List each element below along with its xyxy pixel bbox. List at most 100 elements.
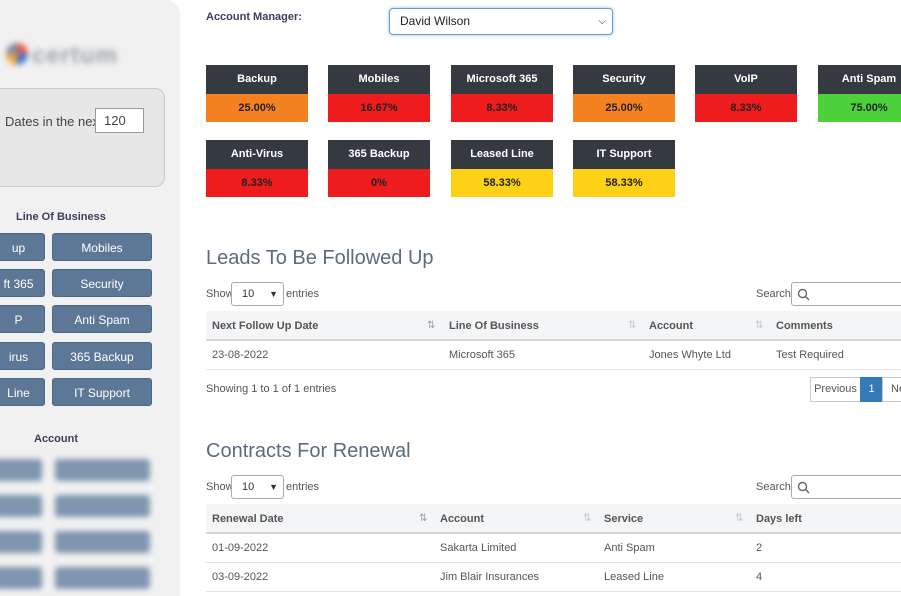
search-icon	[797, 481, 810, 494]
tile-title: Backup	[206, 65, 308, 94]
col-renewal-date[interactable]: Renewal Date	[212, 513, 284, 525]
tile-title: VoIP	[695, 65, 797, 94]
tile-title: IT Support	[573, 140, 675, 169]
logo-mark-icon	[6, 43, 28, 65]
contracts-entries-label: entries	[286, 481, 320, 493]
cell-account: Jim Blair Insurances	[440, 571, 540, 583]
tile-percentage: 58.33%	[573, 169, 675, 197]
col-account[interactable]: Account	[440, 513, 484, 525]
lob-button-mobiles[interactable]: Mobiles	[52, 233, 152, 261]
leads-heading: Leads To Be Followed Up	[206, 247, 434, 269]
tile-title: Leased Line	[451, 140, 553, 169]
account-button[interactable]	[55, 495, 150, 517]
lob-button-security[interactable]: Security	[52, 269, 152, 297]
service-tile[interactable]: Mobiles 16.67%	[328, 65, 430, 122]
cell-line-of-business: Microsoft 365	[449, 349, 516, 361]
sort-icon[interactable]: ⇅	[583, 513, 592, 524]
leads-show-label: Show	[206, 288, 234, 300]
account-button[interactable]	[0, 567, 42, 589]
contracts-length-value: 10	[242, 481, 255, 493]
tile-percentage: 25.00%	[206, 94, 308, 122]
service-tile[interactable]: 365 Backup 0%	[328, 140, 430, 197]
chevron-down-icon: ⌵	[598, 16, 606, 27]
cell-renewal-date: 01-09-2022	[212, 542, 269, 554]
tile-title: Microsoft 365	[451, 65, 553, 94]
account-button[interactable]	[0, 531, 42, 553]
col-line-of-business[interactable]: Line Of Business	[449, 320, 539, 332]
lob-button-it-support[interactable]: IT Support	[52, 378, 152, 406]
tile-percentage: 8.33%	[451, 94, 553, 122]
cell-service: Leased Line	[604, 571, 664, 583]
search-icon	[797, 288, 810, 301]
contracts-heading: Contracts For Renewal	[206, 440, 411, 462]
cell-account: Sakarta Limited	[440, 542, 517, 554]
service-tile[interactable]: Security 25.00%	[573, 65, 675, 122]
service-tile[interactable]: Anti Spam 75.00%	[818, 65, 901, 122]
col-service[interactable]: Service	[604, 513, 644, 525]
lob-button-backup[interactable]: up	[0, 233, 45, 261]
tile-title: 365 Backup	[328, 140, 430, 169]
tile-percentage: 58.33%	[451, 169, 553, 197]
account-button[interactable]	[0, 459, 42, 481]
table-row[interactable]: 01-09-2022 Sakarta Limited Anti Spam 2	[206, 534, 901, 563]
contracts-length-select[interactable]: 10 ▼	[231, 475, 284, 499]
account-manager-label: Account Manager:	[206, 11, 302, 23]
col-next-follow-up-date[interactable]: Next Follow Up Date	[212, 320, 319, 332]
company-logo: certum	[4, 40, 119, 70]
lob-button-voip[interactable]: P	[0, 305, 45, 333]
account-button[interactable]	[55, 567, 150, 589]
cell-days-left: 4	[756, 571, 763, 583]
table-row[interactable]: 03-09-2022 Jim Blair Insurances Leased L…	[206, 563, 901, 592]
cell-account: Jones Whyte Ltd	[649, 349, 731, 361]
tile-percentage: 8.33%	[695, 94, 797, 122]
leads-search-label: Search:	[756, 288, 794, 300]
service-tile[interactable]: Microsoft 365 8.33%	[451, 65, 553, 122]
contracts-show-label: Show	[206, 481, 234, 493]
account-button[interactable]	[55, 531, 150, 553]
lob-button-microsoft-365[interactable]: ft 365	[0, 269, 45, 297]
lob-button-leased-line[interactable]: Line	[0, 378, 45, 406]
leads-length-select[interactable]: 10 ▼	[231, 282, 284, 306]
col-account[interactable]: Account	[649, 320, 693, 332]
leads-table-header: Next Follow Up Date ⇅ Line Of Business ⇅…	[206, 311, 901, 341]
lob-button-anti-spam[interactable]: Anti Spam	[52, 305, 152, 333]
logo-text: certum	[32, 42, 119, 69]
service-tile[interactable]: Backup 25.00%	[206, 65, 308, 122]
next-page-button[interactable]: Ne	[882, 377, 901, 402]
contracts-search-input[interactable]	[791, 475, 901, 499]
cell-days-left: 2	[756, 542, 763, 554]
sort-icon[interactable]: ⇅	[628, 320, 637, 331]
lob-title: Line Of Business	[16, 211, 106, 223]
sidebar: certum Dates in the next 120 Line Of Bus…	[0, 0, 180, 596]
sort-icon[interactable]: ⇅	[735, 513, 744, 524]
account-manager-select[interactable]: David Wilson ⌵	[389, 8, 613, 35]
chevron-down-icon: ▼	[269, 289, 278, 299]
page-1-button[interactable]: 1	[860, 377, 883, 402]
service-tile[interactable]: VoIP 8.33%	[695, 65, 797, 122]
dates-days-input[interactable]: 120	[95, 108, 144, 133]
service-tile[interactable]: IT Support 58.33%	[573, 140, 675, 197]
dates-label: Dates in the next	[5, 114, 103, 129]
account-button[interactable]	[55, 459, 150, 481]
leads-table-info: Showing 1 to 1 of 1 entries	[206, 383, 337, 395]
leads-search-input[interactable]	[791, 282, 901, 306]
col-comments[interactable]: Comments	[776, 320, 833, 332]
cell-comments: Test Required	[776, 349, 844, 361]
service-tile[interactable]: Leased Line 58.33%	[451, 140, 553, 197]
table-row[interactable]: 23-08-2022 Microsoft 365 Jones Whyte Ltd…	[206, 341, 901, 370]
col-days-left[interactable]: Days left	[756, 513, 802, 525]
previous-page-button[interactable]: Previous	[810, 377, 861, 402]
account-title: Account	[34, 433, 78, 445]
tile-title: Mobiles	[328, 65, 430, 94]
service-tile[interactable]: Anti-Virus 8.33%	[206, 140, 308, 197]
account-button[interactable]	[0, 495, 42, 517]
sort-asc-icon[interactable]: ⇅	[419, 513, 428, 524]
sort-asc-icon[interactable]: ⇅	[427, 320, 436, 331]
dates-filter-panel: Dates in the next 120	[0, 88, 165, 187]
tile-percentage: 25.00%	[573, 94, 675, 122]
lob-button-anti-virus[interactable]: irus	[0, 342, 45, 370]
tile-percentage: 75.00%	[818, 94, 901, 122]
lob-button-365-backup[interactable]: 365 Backup	[52, 342, 152, 370]
sort-icon[interactable]: ⇅	[755, 320, 764, 331]
cell-service: Anti Spam	[604, 542, 655, 554]
